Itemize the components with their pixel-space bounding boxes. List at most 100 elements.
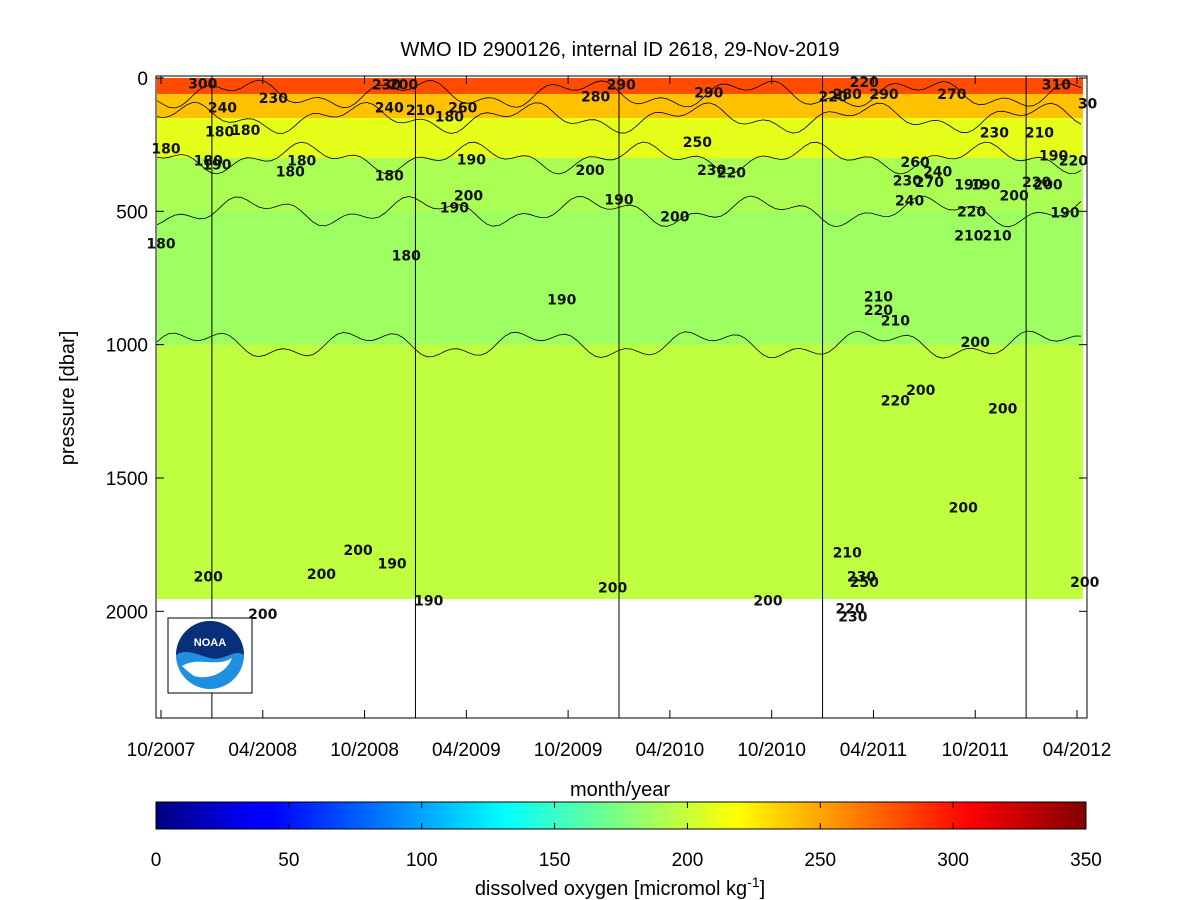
x-tick-label: 10/2007 [127,740,196,761]
contour-label: 210 [1025,126,1054,142]
x-axis-title: month/year [570,779,670,801]
contour-label: 240 [208,100,237,116]
colorbar-tick-label: 250 [804,850,836,871]
contour-label: 200 [344,543,373,559]
y-tick-label: 1500 [106,469,148,490]
contour-label: 190 [604,192,633,208]
x-tick-label: 04/2010 [636,740,705,761]
x-tick-label: 04/2011 [840,740,907,761]
contour-label: 190 [202,158,231,174]
field-band [157,344,1083,599]
contour-label: 180 [205,124,234,140]
colorbar-tick-label: 50 [278,850,299,871]
contour-label: 200 [660,210,689,226]
contour-label: 200 [575,163,604,179]
contour-label: 280 [833,87,862,103]
profile-gap-lines [211,76,1027,718]
contour-label: 270 [937,87,966,103]
y-tick-label: 0 [137,69,148,90]
contour-label: 180 [194,154,223,170]
chart-title: WMO ID 2900126, internal ID 2618, 29-Nov… [400,39,839,61]
contour-label: 270 [915,175,944,191]
contour-label: 200 [1070,575,1099,591]
contour-label: 200 [194,570,223,586]
colorbar-tick-label: 0 [151,850,162,871]
colorbar-title-text: dissolved oxygen [micromol kg [475,878,747,900]
contour-label: 280 [581,90,610,106]
y-axis-title: pressure [dbar] [57,331,79,466]
contour-label: 200 [906,383,935,399]
contour-label: 180 [151,142,180,158]
contour-label: 210 [406,103,435,119]
y-axis: 0 500 1000 1500 2000 [106,69,1087,623]
contour-label: 220 [1059,154,1088,170]
contour-label: 180 [231,123,260,139]
contour-label: 180 [146,236,175,252]
contour-label: 230 [838,610,867,626]
contour-label: 220 [881,394,910,410]
contour-label: 260 [901,155,930,171]
contour-label: 190 [954,178,983,194]
contour-label: 200 [598,580,627,596]
x-tick-label: 04/2008 [228,740,297,761]
contour-label: 180 [392,248,421,264]
field-band [157,158,1083,213]
colorbar-axis: 0 50 100 150 200 250 300 350 [151,802,1102,871]
x-tick-label: 10/2010 [737,740,806,761]
field-band [157,78,1083,95]
contour-label: 180 [287,154,316,170]
contour-label: 300 [188,76,217,92]
field-band [157,211,1083,346]
contour-label: 200 [307,567,336,583]
contour-label: 210 [983,228,1012,244]
contour-label: 220 [819,90,848,106]
contour-label: 190 [547,292,576,308]
contour-label: 180 [276,164,305,180]
contour-label: 200 [454,188,483,204]
contour-label: 260 [448,100,477,116]
contour-label: 190 [377,556,406,572]
contour-label: 220 [717,166,746,182]
contour-label: 290 [869,87,898,103]
colorbar-title-sup: -1 [747,874,760,890]
contour-label: 220 [835,602,864,618]
noaa-logo: NOAA [167,617,253,694]
contour-label: 190 [1050,206,1079,222]
contour-label: 290 [694,86,723,102]
contour-label: 200 [389,78,418,94]
contour-label: 190 [1039,148,1068,164]
y-tick-label: 1000 [106,336,148,357]
contour-label: 200 [988,402,1017,418]
y-tick-label: 2000 [106,602,148,623]
colorbar-title: dissolved oxygen [micromol kg-1] [475,874,765,900]
contour-label: 210 [954,228,983,244]
contour-label: 220 [957,204,986,220]
contour-label: 210 [881,314,910,330]
contour-label: 250 [850,575,879,591]
x-tick-label: 10/2009 [534,740,603,761]
colorbar [155,801,1087,830]
contour-label: 200 [1000,188,1029,204]
contour-label: 290 [607,78,636,94]
contour-label: 230 [847,570,876,586]
y-tick-label: 500 [116,202,148,223]
colorbar-tick-label: 300 [937,850,969,871]
contour-label: 180 [375,168,404,184]
colorbar-tick-label: 200 [672,850,704,871]
contour-label: 210 [833,546,862,562]
contour-label: 240 [895,194,924,210]
contour-label: 240 [923,164,952,180]
contour-label: 230 [980,126,1009,142]
x-axis: 10/2007 04/2008 10/2008 04/2009 10/2009 04/20… [127,76,1111,761]
contour-label: 200 [961,335,990,351]
x-tick-label: 10/2008 [330,740,399,761]
plot-frame [155,75,1088,719]
contour-label: 190 [440,200,469,216]
contour-label: 230 [893,174,922,190]
oxygen-field [157,78,1083,599]
contour-label: 190 [457,152,486,168]
colorbar-tick-label: 150 [539,850,571,871]
